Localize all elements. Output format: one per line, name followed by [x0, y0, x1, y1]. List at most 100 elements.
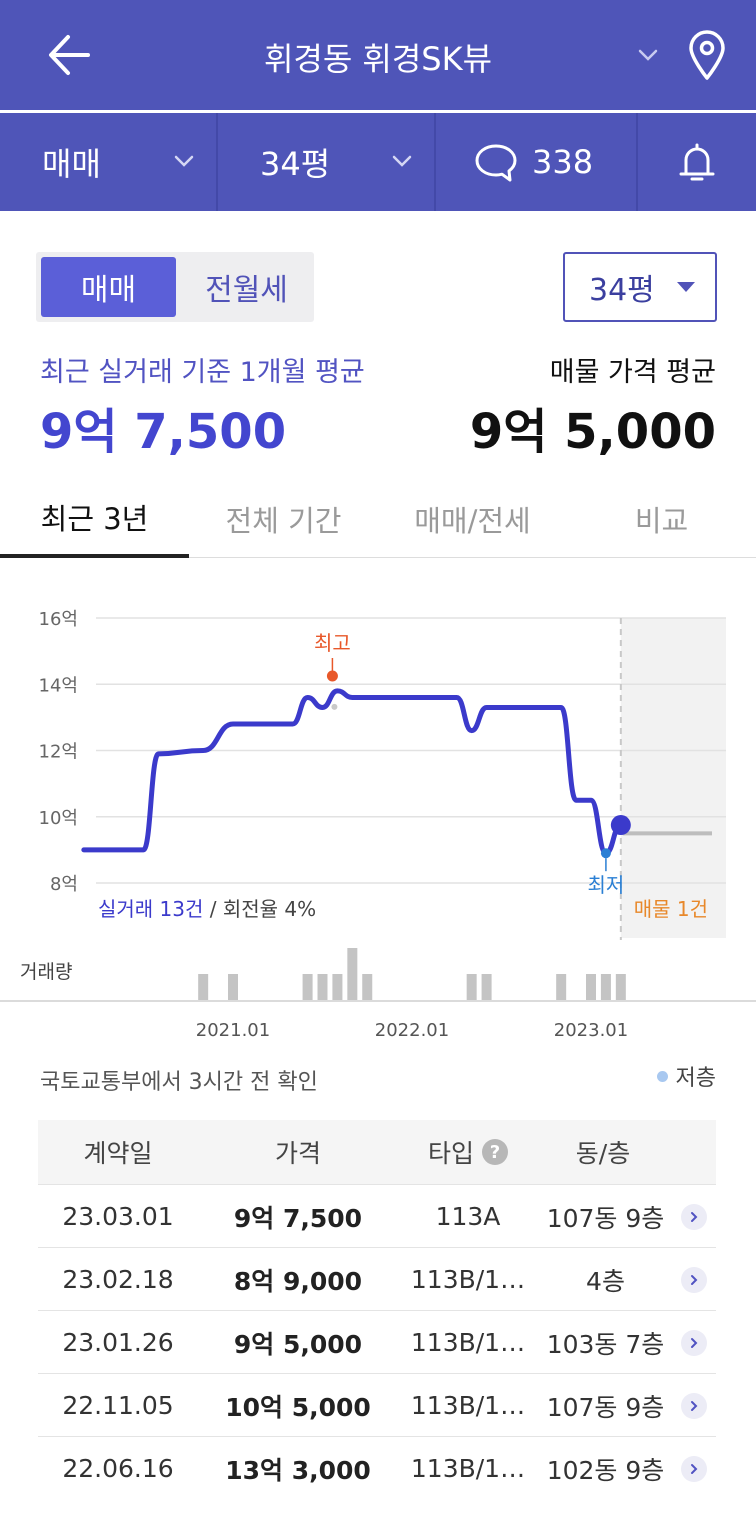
size-dropdown[interactable]: 34평 — [260, 113, 430, 211]
header-date: 계약일 — [83, 1139, 153, 1168]
low-marker-dot — [600, 848, 611, 859]
low-floor-legend: 저층 — [656, 1060, 716, 1092]
table-body: 23.03.01 9억 7,500 113A 107동 9층 23.02.18 8억 9,… — [38, 1184, 716, 1499]
volume-label: 거래량 — [20, 961, 72, 983]
row-date: 23.02.18 — [62, 1265, 174, 1294]
row-unit: 107동 9층 — [546, 1203, 665, 1233]
volume-bar — [198, 974, 209, 1000]
header-type-label: 타입 — [427, 1139, 474, 1168]
chevron-right-icon[interactable] — [681, 1393, 707, 1419]
row-price: 8억 9,000 — [233, 1266, 363, 1296]
source-text: 국토교통부에서 3시간 전 확인 — [40, 1070, 318, 1095]
bell-icon — [679, 143, 715, 181]
header-price: 가격 — [274, 1139, 321, 1168]
location-pin-icon[interactable] — [682, 26, 732, 86]
row-type: 113B/1… — [410, 1391, 526, 1420]
trade-type-dropdown[interactable]: 매매 — [42, 113, 212, 211]
alert-button[interactable] — [672, 113, 722, 211]
table-row[interactable]: 23.02.18 8억 9,000 113B/1… 4층 — [38, 1247, 716, 1310]
row-type: 113B/1… — [410, 1454, 526, 1483]
row-date: 23.01.26 — [62, 1328, 174, 1357]
table-row[interactable]: 22.11.05 10억 5,000 113B/1… 107동 9층 — [38, 1373, 716, 1436]
chevron-right-icon[interactable] — [681, 1267, 707, 1293]
header-unit: 동/층 — [575, 1139, 631, 1168]
trade-toggle: 매매 전월세 — [36, 252, 314, 322]
size-select[interactable]: 34평 — [563, 252, 717, 322]
comments-button[interactable]: 338 — [472, 113, 632, 211]
listing-area — [620, 618, 726, 938]
header-type: 타입 ? — [408, 1120, 528, 1184]
row-type: 113B/1… — [410, 1328, 526, 1357]
row-type: 113A — [435, 1202, 501, 1231]
filter-bar: 매매 34평 338 — [0, 113, 756, 211]
low-label: 최저 — [588, 873, 625, 897]
back-arrow-icon[interactable] — [40, 24, 102, 86]
app-header: 휘경동 휘경SK뷰 — [0, 0, 756, 110]
toggle-sale[interactable]: 매매 — [41, 257, 176, 317]
turnover-rate: / 회전율 4% — [210, 897, 316, 921]
y-tick-label: 12억 — [39, 742, 78, 763]
row-type: 113B/1… — [410, 1265, 526, 1294]
listing-count: 매물 1건 — [634, 897, 708, 921]
latest-point — [610, 815, 631, 836]
tab-compare[interactable]: 비교 — [634, 504, 689, 538]
recent-avg-value: 9억 7,500 — [40, 404, 287, 460]
tab-recent-3y[interactable]: 최근 3년 — [0, 480, 189, 558]
chevron-right-icon[interactable] — [681, 1456, 707, 1482]
toggle-rent[interactable]: 전월세 — [205, 273, 288, 308]
row-unit: 102동 9층 — [546, 1455, 665, 1485]
row-price: 9억 7,500 — [233, 1203, 363, 1233]
tab-sale-jeonse[interactable]: 매매/전세 — [414, 504, 531, 538]
size-select-value: 34평 — [589, 273, 655, 308]
divider — [636, 113, 638, 211]
table-row[interactable]: 23.01.26 9억 5,000 113B/1… 103동 7층 — [38, 1310, 716, 1373]
help-icon[interactable]: ? — [482, 1139, 508, 1165]
table-header: 계약일 가격 타입 ? 동/층 — [38, 1120, 716, 1184]
volume-bar — [317, 974, 328, 1000]
row-price: 9억 5,000 — [233, 1329, 363, 1359]
comment-count: 338 — [532, 143, 594, 181]
row-price: 10억 5,000 — [225, 1392, 371, 1422]
trade-info: 실거래 13건 / 회전율 4% — [98, 897, 316, 921]
chevron-right-icon[interactable] — [681, 1330, 707, 1356]
y-tick-label: 10억 — [39, 808, 78, 829]
table-row[interactable]: 23.03.01 9억 7,500 113A 107동 9층 — [38, 1184, 716, 1247]
chevron-down-icon — [174, 155, 194, 167]
volume-bar — [600, 974, 611, 1000]
page-title[interactable]: 휘경동 휘경SK뷰 — [263, 40, 493, 78]
x-tick-label: 2023.01 — [554, 1020, 628, 1041]
price-chart[interactable]: 16억 14억 12억 10억 8억 최고 최저 실거래 13건 / 회전율 4% 매물 1건 거… — [0, 580, 756, 1050]
chevron-down-icon — [392, 155, 412, 167]
caret-down-icon — [677, 282, 695, 292]
volume-bar — [615, 974, 626, 1000]
volume-bar — [481, 974, 492, 1000]
volume-bar — [228, 974, 238, 1000]
trade-count: 실거래 13건 — [98, 897, 210, 921]
volume-bar — [347, 948, 358, 1000]
low-floor-dot-icon — [656, 1070, 668, 1082]
row-price: 13억 3,000 — [225, 1455, 371, 1485]
volume-bar — [302, 974, 313, 1000]
chevron-down-icon[interactable] — [630, 40, 666, 70]
volume-bar — [466, 974, 477, 1000]
size-label: 34평 — [260, 145, 331, 183]
volume-bar — [332, 974, 343, 1000]
y-tick-label: 16억 — [39, 609, 78, 630]
volume-bar — [586, 974, 596, 1000]
x-tick-label: 2021.01 — [196, 1020, 270, 1041]
table-row[interactable]: 22.06.16 13억 3,000 113B/1… 102동 9층 — [38, 1436, 716, 1499]
chevron-right-icon[interactable] — [681, 1204, 707, 1230]
transactions-table: 계약일 가격 타입 ? 동/층 23.03.01 9억 7,500 113A 107동… — [38, 1120, 716, 1499]
listing-avg-label: 매물 가격 평균 — [549, 357, 716, 388]
price-series-line — [81, 688, 624, 856]
volume-bar — [556, 974, 567, 1000]
high-label: 최고 — [314, 631, 351, 655]
row-date: 23.03.01 — [62, 1202, 174, 1231]
low-floor-label: 저층 — [675, 1066, 716, 1091]
y-tick-label: 8억 — [50, 874, 78, 895]
row-unit: 103동 7층 — [546, 1329, 665, 1359]
row-unit: 107동 9층 — [546, 1392, 665, 1422]
trade-type-label: 매매 — [42, 145, 101, 183]
tab-all-period[interactable]: 전체 기간 — [225, 504, 342, 538]
